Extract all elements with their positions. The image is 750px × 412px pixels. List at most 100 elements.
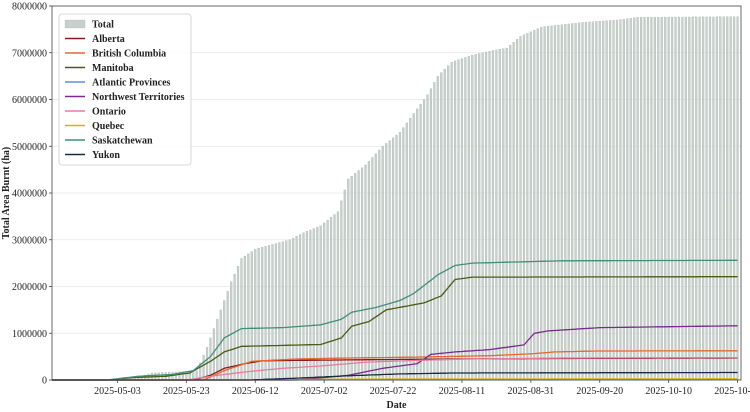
total-bar [440,72,443,381]
total-bar [443,68,446,381]
total-bar [326,219,329,381]
total-bar [333,214,336,381]
total-bar [429,88,433,381]
total-bar [598,21,601,381]
total-bar [695,16,698,381]
total-bar [254,248,257,381]
x-tick-label: 2025-08-31 [508,386,555,397]
total-bar [478,53,481,381]
total-bar [684,16,687,381]
total-bar [667,16,670,381]
total-bar [515,39,519,381]
total-bar [316,226,319,381]
total-bar [460,58,464,381]
total-bar [243,255,247,381]
total-bar [533,29,536,381]
total-bar [367,161,371,381]
total-bar [471,54,474,381]
y-tick-label: 7000000 [12,48,47,59]
total-bar [336,211,340,381]
x-tick-label: 2025-10-10 [645,386,692,397]
total-bar [484,51,488,381]
total-bar [622,18,625,381]
total-bar [522,34,526,381]
y-tick-label: 4000000 [12,189,47,200]
total-bar [319,225,322,381]
total-bar [571,23,574,381]
total-bar [633,17,636,381]
total-bar [664,16,667,381]
total-bar [688,16,691,381]
total-bar [347,178,350,381]
legend-swatch-total [64,19,86,29]
total-bar [447,65,450,381]
total-bar [422,99,426,381]
total-bar [502,48,505,381]
total-bar [298,234,302,381]
y-tick-label: 6000000 [12,95,47,106]
total-bar [653,16,656,381]
total-bar [378,149,381,381]
y-tick-label: 0 [42,376,47,387]
total-bar [657,16,660,381]
total-bar [457,59,460,381]
total-bar [409,118,412,381]
total-bar [640,17,643,381]
total-bar [312,228,315,381]
total-bar [567,23,570,381]
total-bar [329,217,333,381]
total-bar [488,51,491,381]
total-bar [543,26,546,381]
total-bars [92,16,739,381]
total-bar [257,248,260,381]
total-bar [512,42,515,381]
total-bar [416,108,419,381]
legend-box [58,13,192,166]
total-bar [619,19,622,381]
total-bar [481,52,484,381]
total-bar [615,19,619,381]
legend-label: Manitoba [92,63,134,74]
total-bar [340,200,343,381]
total-bar [698,16,701,381]
total-bar [495,49,498,381]
x-tick-label: 2025-05-23 [163,386,210,397]
total-bar [584,21,588,381]
total-bar [574,22,577,381]
total-bar [588,21,591,381]
total-bar [629,17,632,381]
total-bar [412,113,415,381]
x-tick-label: 2025-08-11 [439,386,485,397]
legend-label: British Columbia [92,49,166,60]
total-bar [302,232,305,381]
y-axis: 0 1000000 2000000 3000000 4000000 5000000 6000… [12,2,52,387]
legend-label: Northwest Territories [92,92,185,103]
total-bar [453,60,457,381]
total-bar [660,16,663,381]
legend-label: Yukon [92,150,120,161]
total-bar [230,281,233,381]
total-bar [626,18,629,381]
y-tick-label: 2000000 [12,282,47,293]
total-bar [360,167,364,381]
total-bar [350,176,353,381]
legend-label: Ontario [92,107,126,118]
x-tick-label: 2025-06-12 [232,386,279,397]
series-line-manitoba [52,276,738,381]
total-bar [433,82,436,381]
total-bar [364,164,367,381]
legend-label: Quebec [92,121,125,132]
x-tick-label: 2025-10-30 [714,386,750,397]
total-bar [261,247,264,381]
total-bar [550,25,553,381]
total-bar [526,33,529,381]
total-bar [419,104,422,381]
total-bar [605,20,608,381]
total-bar [385,143,388,381]
total-bar [212,328,216,381]
total-bar [305,231,309,381]
total-bar [436,75,439,381]
y-tick-label: 5000000 [12,142,47,153]
total-bar [577,22,581,381]
